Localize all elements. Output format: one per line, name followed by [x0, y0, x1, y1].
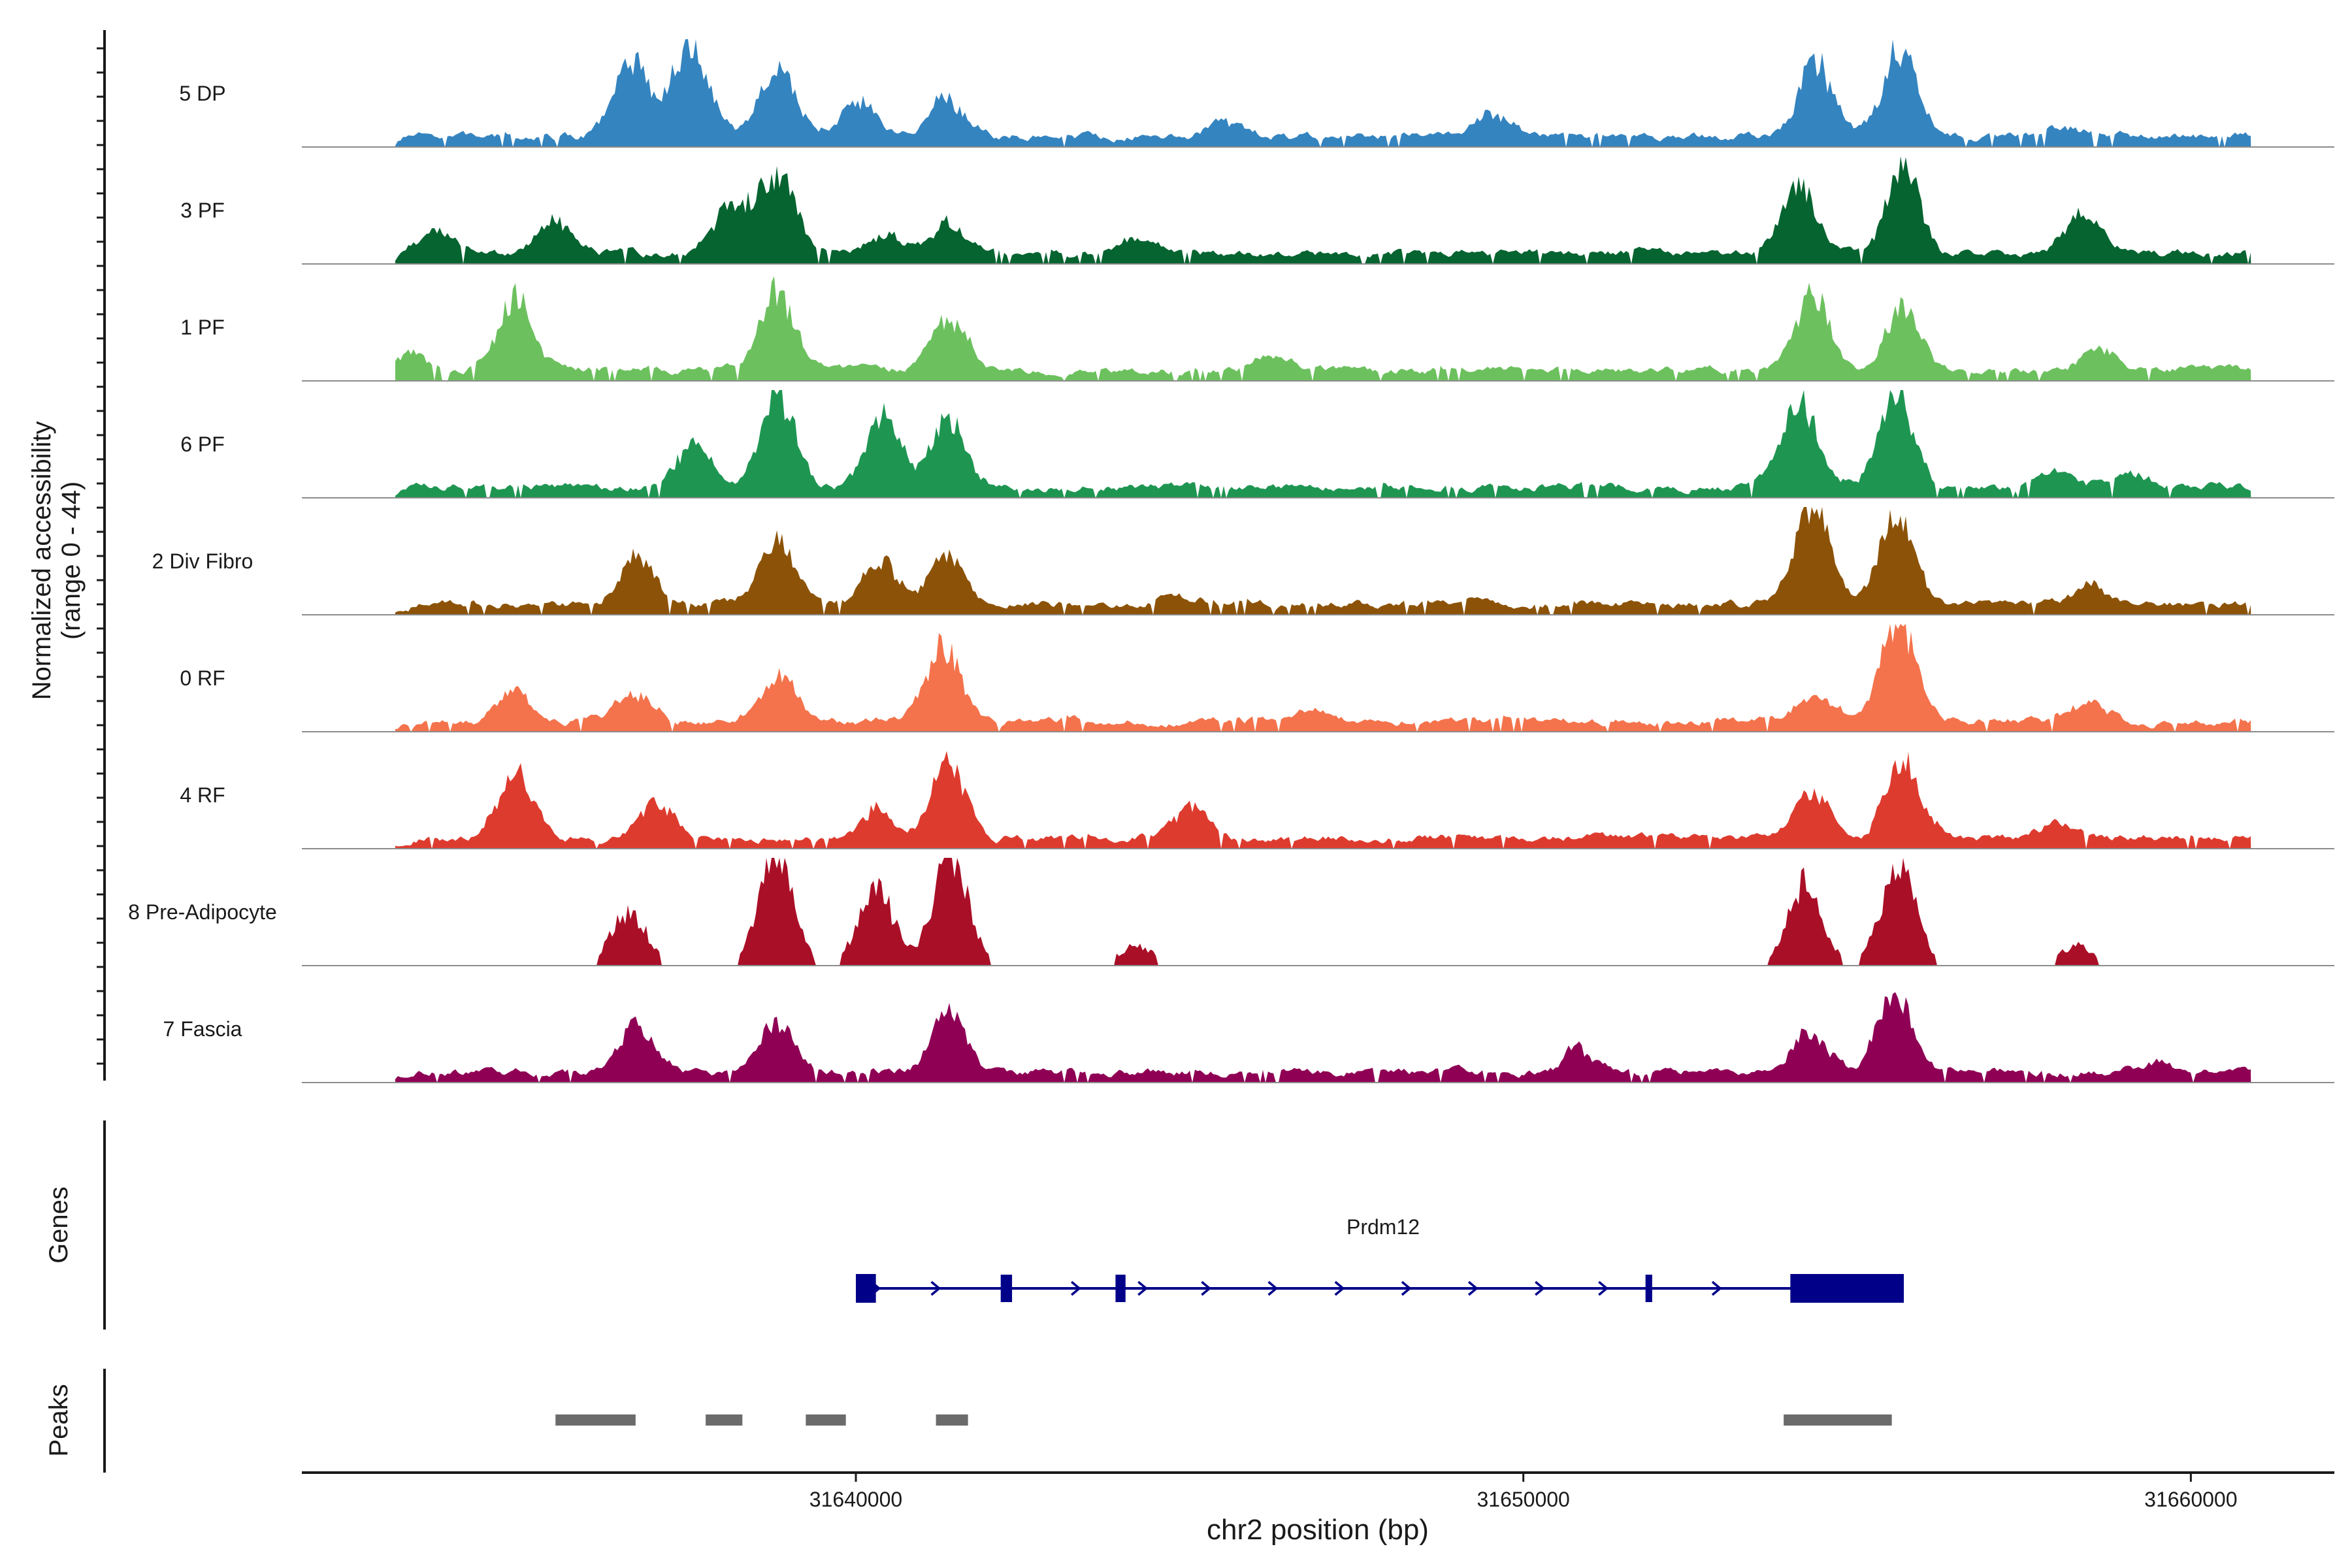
gene-exon — [855, 1274, 876, 1303]
track-2-div-fibro: 2 Div Fibro — [152, 507, 2334, 615]
track-label-3-pf: 3 PF — [180, 199, 225, 222]
x-axis-ticks: 31640000 31650000 31660000 — [809, 1473, 2238, 1511]
track-area-8-pre-adipocyte — [395, 858, 2251, 966]
gene-exon — [1645, 1275, 1652, 1302]
peak-region — [936, 1414, 968, 1426]
x-axis-title: chr2 position (bp) — [1207, 1514, 1429, 1546]
track-area-2-div-fibro — [395, 507, 2251, 615]
x-tick-label: 31660000 — [2144, 1488, 2237, 1511]
peak-region — [706, 1414, 743, 1426]
strand-arrow — [1137, 1281, 1149, 1296]
track-5-dp: 5 DP — [179, 39, 2334, 148]
coverage-y-axis-ticks — [97, 47, 105, 1065]
strand-arrow — [1201, 1281, 1212, 1296]
strand-arrow — [1598, 1281, 1609, 1296]
track-label-4-rf: 4 RF — [180, 783, 225, 807]
peak-region — [1784, 1414, 1892, 1426]
track-7-fascia: 7 Fascia — [163, 992, 2334, 1083]
coverage-tracks: 5 DP 3 PF 1 PF 6 PF 2 Div Fibro 0 RF 4 RF 8 Pre… — [128, 39, 2334, 1083]
track-area-5-dp — [395, 39, 2251, 147]
gene-model — [855, 1274, 1904, 1303]
x-tick-label: 31640000 — [809, 1488, 902, 1511]
track-label-6-pf: 6 PF — [180, 433, 225, 456]
strand-arrow — [1071, 1281, 1081, 1296]
track-label-5-dp: 5 DP — [179, 82, 225, 105]
strand-arrow — [930, 1281, 941, 1296]
track-area-0-rf — [395, 624, 2251, 732]
track-6-pf: 6 PF — [180, 390, 2334, 498]
peaks-track-label: Peaks — [44, 1384, 73, 1456]
peak-region — [555, 1414, 636, 1426]
genes-track-label: Genes — [44, 1186, 73, 1264]
track-8-pre-adipocyte: 8 Pre-Adipocyte — [128, 858, 2334, 966]
strand-arrow — [1267, 1281, 1279, 1296]
strand-arrow — [1334, 1281, 1345, 1296]
track-4-rf: 4 RF — [180, 751, 2334, 849]
track-label-0-rf: 0 RF — [180, 666, 225, 690]
x-tick-label: 31650000 — [1477, 1488, 1569, 1511]
peak-region — [806, 1414, 846, 1426]
y-axis-title: Normalized accessibility — [27, 421, 56, 700]
strand-arrow — [1401, 1281, 1412, 1296]
track-area-7-fascia — [395, 992, 2251, 1083]
gene-exon — [1000, 1275, 1013, 1302]
track-area-3-pf — [395, 156, 2251, 264]
track-area-4-rf — [395, 751, 2251, 849]
gene-name-label: Prdm12 — [1347, 1215, 1420, 1239]
track-area-1-pf — [395, 276, 2251, 381]
track-label-2-div-fibro: 2 Div Fibro — [152, 549, 253, 573]
y-axis-range-label: (range 0 - 44) — [57, 482, 86, 640]
gene-exon — [1115, 1275, 1126, 1302]
strand-arrow — [1467, 1281, 1478, 1296]
track-0-rf: 0 RF — [180, 624, 2334, 732]
track-label-1-pf: 1 PF — [180, 316, 225, 339]
track-1-pf: 1 PF — [180, 276, 2334, 382]
peak-regions — [555, 1414, 1892, 1426]
track-label-8-pre-adipocyte: 8 Pre-Adipocyte — [128, 900, 277, 924]
track-label-7-fascia: 7 Fascia — [163, 1017, 242, 1041]
track-area-6-pf — [395, 390, 2251, 498]
gene-exon — [1790, 1274, 1904, 1303]
strand-arrow — [1711, 1281, 1722, 1296]
track-3-pf: 3 PF — [180, 156, 2334, 265]
strand-arrow — [1535, 1281, 1545, 1296]
